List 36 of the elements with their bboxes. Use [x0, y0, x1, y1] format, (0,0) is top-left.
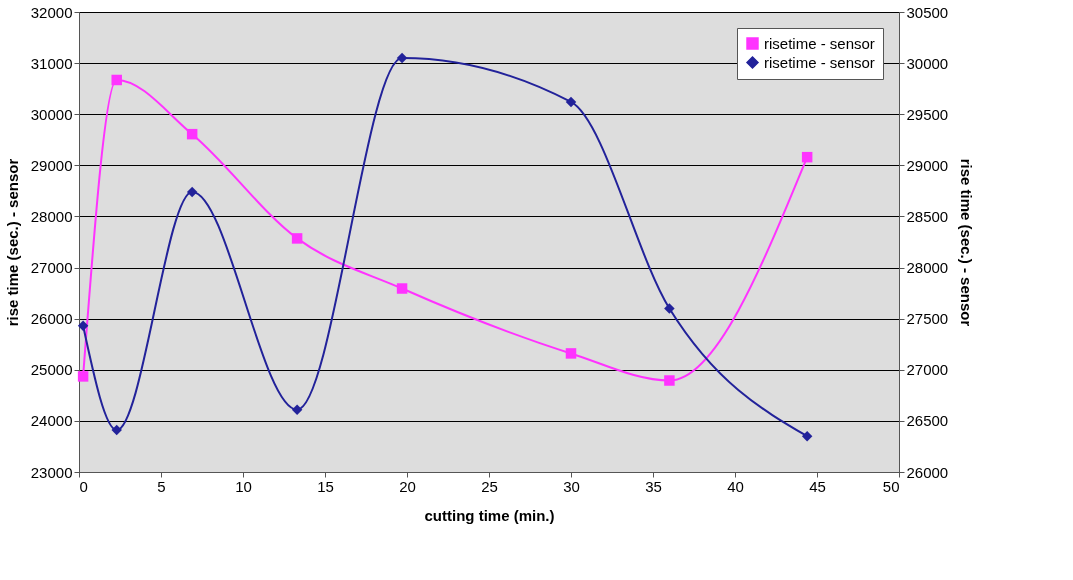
- y-tick-label: 31000: [30, 54, 73, 72]
- y-tick-label: 27000: [30, 259, 73, 277]
- y-tick-label: 25000: [30, 361, 73, 379]
- y2-tick-label: 26000: [906, 463, 949, 481]
- y2-tick-label: 28500: [906, 207, 949, 225]
- x-tick-label: 25: [481, 477, 498, 495]
- y2-tick-label: 30000: [906, 54, 949, 72]
- y-axis-title: rise time (sec.) - sensor: [3, 158, 21, 327]
- y2-tick-label: 29500: [906, 105, 949, 123]
- x-tick-label: 45: [809, 477, 826, 495]
- x-axis-title: cutting time (min.): [424, 506, 555, 524]
- y-tick-label: 29000: [30, 156, 73, 174]
- y-tick-label: 28000: [30, 207, 73, 225]
- x-tick-label: 40: [727, 477, 744, 495]
- x-tick-label: 35: [645, 477, 662, 495]
- y2-tick-label: 28000: [906, 259, 949, 277]
- x-tick-label: 20: [399, 477, 416, 495]
- x-tick-label: 50: [882, 477, 900, 495]
- y-tick-label: 23000: [30, 463, 73, 481]
- y2-axis-title: rise time (sec.) - sensor: [958, 158, 976, 327]
- y2-tick-label: 26500: [906, 412, 949, 430]
- y2-tick-label: 27000: [906, 361, 949, 379]
- x-tick-label: 30: [563, 477, 580, 495]
- legend-label: risetime - sensor: [764, 53, 875, 71]
- x-tick-label: 10: [235, 477, 252, 495]
- legend-label: risetime - sensor: [764, 34, 875, 52]
- x-tick-label: 5: [157, 477, 166, 495]
- y-tick-label: 24000: [30, 412, 73, 430]
- y-tick-label: 30000: [30, 105, 73, 123]
- y2-tick-label: 27500: [906, 310, 949, 328]
- y-tick-label: 26000: [30, 310, 73, 328]
- x-tick-label: 15: [317, 477, 334, 495]
- y2-tick-label: 30500: [906, 3, 949, 21]
- y2-tick-label: 29000: [906, 156, 949, 174]
- y-tick-label: 32000: [30, 3, 73, 21]
- x-tick-label: 0: [79, 477, 88, 495]
